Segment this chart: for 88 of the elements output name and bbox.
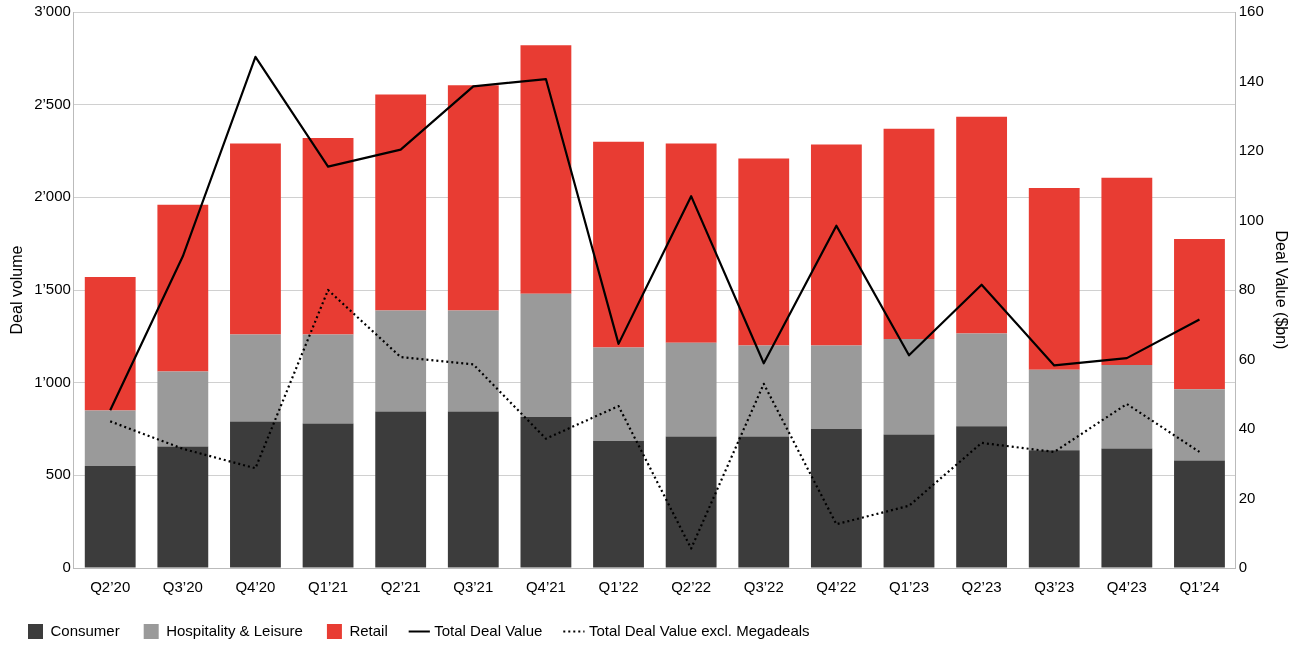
bar	[447, 411, 499, 568]
y2-tick-label: 60	[1238, 349, 1256, 367]
x-tick-label: Q2’23	[961, 578, 1002, 596]
x-tick-label: Q3’21	[453, 578, 494, 596]
y-tick-label: 3’000	[34, 2, 71, 20]
bar	[593, 141, 644, 348]
y-tick-label: 2’500	[34, 94, 71, 112]
bar	[302, 423, 354, 568]
bar	[84, 277, 136, 411]
y2-axis-title: Deal Value ($bn)	[1272, 230, 1290, 350]
bar	[302, 334, 354, 424]
y2-tick-label: 0	[1238, 558, 1248, 576]
bar	[1101, 448, 1153, 568]
bar	[84, 466, 136, 568]
bar	[665, 143, 717, 343]
bar	[738, 345, 790, 437]
x-tick-label: Q4’22	[816, 578, 857, 596]
x-tick-label: Q2’20	[90, 578, 131, 596]
bar	[375, 94, 427, 311]
bar	[1174, 389, 1225, 461]
bar	[447, 85, 499, 311]
bar	[956, 426, 1008, 568]
bar	[665, 342, 717, 437]
y2-tick-label: 40	[1238, 419, 1256, 437]
bar	[520, 45, 572, 294]
x-tick-label: Q1’21	[308, 578, 349, 596]
y-axis-title: Deal volume	[8, 245, 26, 335]
bar	[157, 371, 209, 447]
bar	[883, 128, 935, 340]
legend-label: Consumer	[50, 621, 120, 639]
bar	[157, 204, 209, 372]
y-tick-label: 1’500	[34, 280, 71, 298]
bar	[375, 310, 427, 412]
bar	[1101, 365, 1153, 449]
bar	[810, 144, 862, 346]
bar	[447, 310, 499, 412]
y2-tick-label: 20	[1238, 488, 1256, 506]
bar	[230, 334, 281, 422]
y2-tick-label: 100	[1238, 210, 1264, 228]
bar	[1174, 460, 1225, 568]
bar	[1174, 239, 1225, 390]
bar	[810, 429, 862, 568]
bar	[157, 446, 209, 568]
x-tick-label: Q1’24	[1179, 578, 1220, 596]
bar	[230, 143, 281, 335]
legend-label: Total Deal Value	[434, 621, 543, 639]
bar	[883, 434, 935, 568]
y-tick-label: 500	[45, 465, 71, 483]
y2-tick-label: 80	[1238, 280, 1256, 298]
bar	[84, 410, 136, 467]
y-tick-label: 0	[62, 558, 71, 576]
y2-tick-label: 160	[1238, 2, 1264, 20]
bar	[1028, 369, 1080, 451]
x-tick-label: Q4’21	[525, 578, 566, 596]
bar	[810, 345, 862, 429]
bar	[883, 339, 935, 435]
bar	[738, 436, 790, 568]
y-tick-label: 1’000	[34, 372, 71, 390]
bar	[665, 436, 717, 568]
legend-label: Retail	[349, 621, 388, 639]
bar	[593, 441, 644, 568]
bar	[520, 293, 572, 417]
x-tick-label: Q3’23	[1034, 578, 1075, 596]
x-tick-label: Q2’21	[380, 578, 421, 596]
bar	[956, 333, 1008, 427]
x-tick-label: Q1’22	[598, 578, 639, 596]
bar	[1028, 450, 1080, 568]
y-tick-label: 2’000	[34, 187, 71, 205]
bar	[520, 416, 572, 568]
bar	[738, 158, 790, 346]
bar	[593, 347, 644, 442]
x-tick-label: Q4’23	[1106, 578, 1147, 596]
bar	[1028, 188, 1080, 370]
legend-label: Total Deal Value excl. Megadeals	[588, 621, 810, 639]
x-tick-label: Q2’22	[671, 578, 712, 596]
x-tick-label: Q1’23	[888, 578, 930, 596]
line-series	[109, 288, 1201, 550]
x-tick-label: Q3’22	[743, 578, 784, 596]
x-tick-label: Q3’20	[162, 578, 203, 596]
y2-tick-label: 120	[1238, 141, 1264, 159]
bar	[956, 116, 1008, 334]
bar	[375, 411, 427, 568]
x-tick-label: Q4’20	[235, 578, 276, 596]
bar	[1101, 177, 1153, 366]
bar	[230, 421, 281, 568]
bar	[302, 138, 354, 335]
legend-label: Hospitality & Leisure	[166, 621, 303, 639]
y2-tick-label: 140	[1238, 71, 1264, 89]
